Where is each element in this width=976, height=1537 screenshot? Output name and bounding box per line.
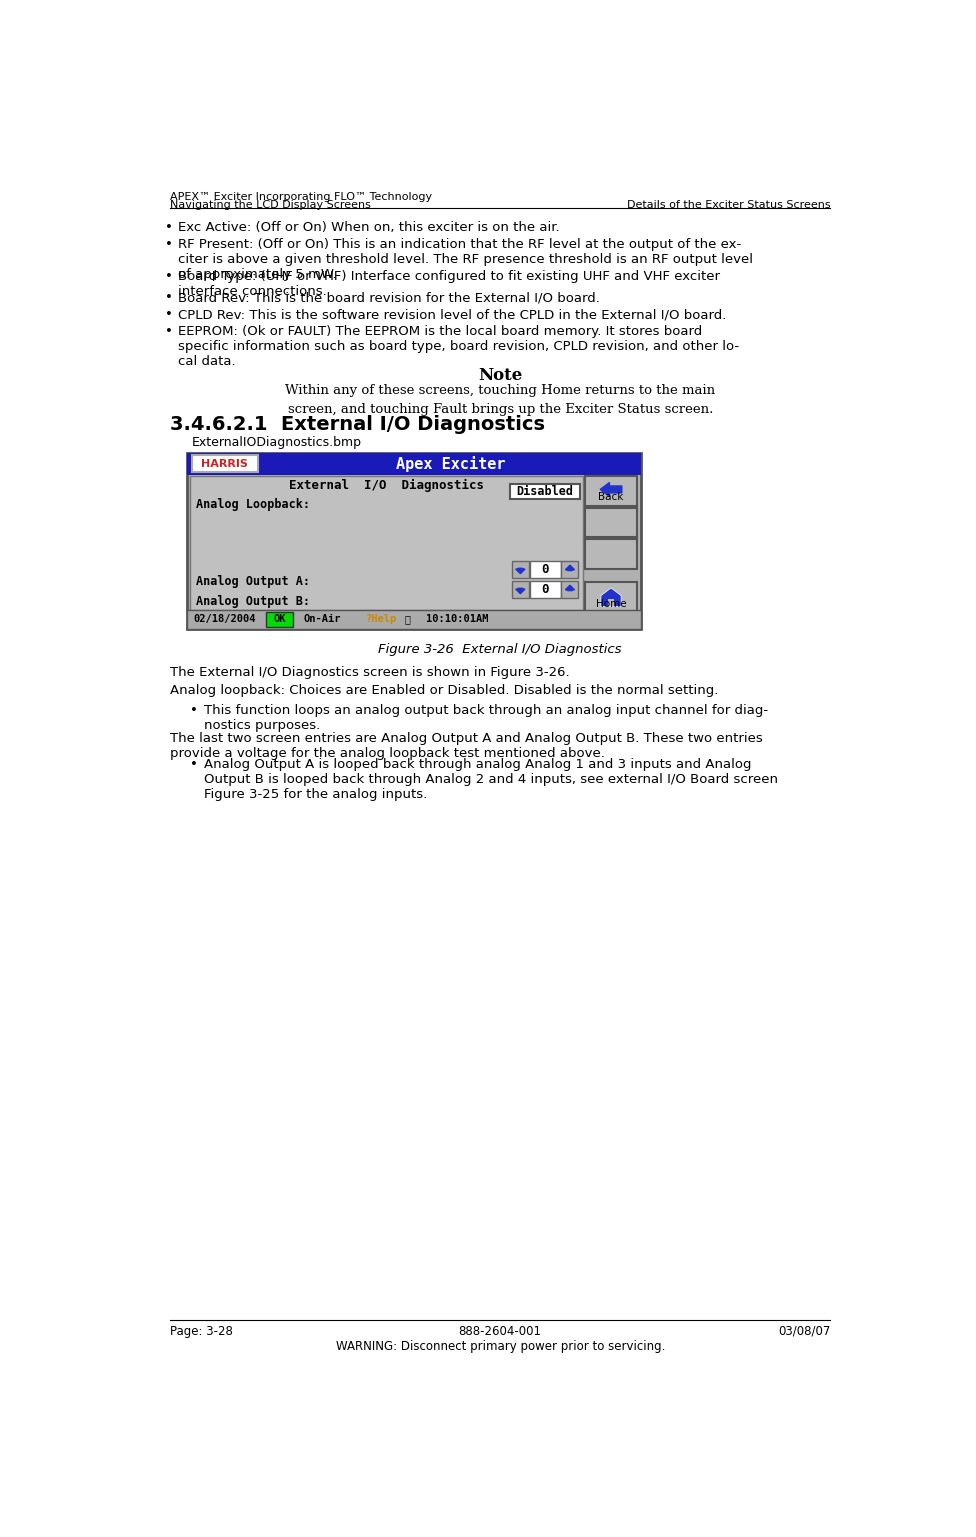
Text: •: • bbox=[165, 309, 173, 321]
Text: The last two screen entries are Analog Output A and Analog Output B. These two e: The last two screen entries are Analog O… bbox=[170, 732, 763, 759]
FancyBboxPatch shape bbox=[561, 561, 579, 578]
Text: Disabled: Disabled bbox=[516, 486, 574, 498]
FancyArrow shape bbox=[565, 566, 575, 570]
Text: •: • bbox=[165, 238, 173, 251]
FancyBboxPatch shape bbox=[586, 507, 636, 536]
Text: Navigating the LCD Display Screens: Navigating the LCD Display Screens bbox=[170, 200, 371, 211]
FancyArrow shape bbox=[565, 586, 575, 590]
Text: Page: 3-28: Page: 3-28 bbox=[170, 1325, 233, 1337]
FancyBboxPatch shape bbox=[586, 539, 636, 569]
Text: Analog loopback: Choices are Enabled or Disabled. Disabled is the normal setting: Analog loopback: Choices are Enabled or … bbox=[170, 684, 718, 698]
Text: Board Rev: This is the board revision for the External I/O board.: Board Rev: This is the board revision fo… bbox=[178, 292, 599, 304]
Text: APEX™ Exciter Incorporating FLO™ Technology: APEX™ Exciter Incorporating FLO™ Technol… bbox=[170, 192, 432, 203]
FancyBboxPatch shape bbox=[187, 453, 641, 629]
Text: Exc Active: (Off or On) When on, this exciter is on the air.: Exc Active: (Off or On) When on, this ex… bbox=[178, 221, 559, 234]
Text: 🔒: 🔒 bbox=[404, 615, 410, 624]
FancyArrow shape bbox=[600, 483, 622, 496]
Text: 02/18/2004: 02/18/2004 bbox=[193, 615, 256, 624]
Text: Analog Output A:: Analog Output A: bbox=[196, 575, 310, 587]
Text: Analog Loopback:: Analog Loopback: bbox=[196, 498, 310, 510]
Text: On-Air: On-Air bbox=[304, 615, 341, 624]
Text: This function loops an analog output back through an analog input channel for di: This function loops an analog output bac… bbox=[204, 704, 768, 732]
FancyBboxPatch shape bbox=[586, 476, 636, 506]
Text: Within any of these screens, touching Home returns to the main
screen, and touch: Within any of these screens, touching Ho… bbox=[285, 384, 715, 417]
Text: ExternalIODiagnostics.bmp: ExternalIODiagnostics.bmp bbox=[191, 437, 362, 449]
Text: WARNING: Disconnect primary power prior to servicing.: WARNING: Disconnect primary power prior … bbox=[336, 1340, 665, 1353]
Text: •: • bbox=[165, 221, 173, 234]
FancyBboxPatch shape bbox=[187, 610, 641, 629]
FancyBboxPatch shape bbox=[511, 581, 529, 598]
Text: 3.4.6.2.1  External I/O Diagnostics: 3.4.6.2.1 External I/O Diagnostics bbox=[170, 415, 545, 433]
Text: Analog Output A is looped back through analog Analog 1 and 3 inputs and Analog
O: Analog Output A is looped back through a… bbox=[204, 758, 778, 801]
Text: The External I/O Diagnostics screen is shown in Figure 3-26.: The External I/O Diagnostics screen is s… bbox=[170, 666, 570, 679]
FancyBboxPatch shape bbox=[511, 561, 529, 578]
Text: ?Help: ?Help bbox=[365, 615, 396, 624]
Text: Analog Output B:: Analog Output B: bbox=[196, 595, 310, 607]
Text: EEPROM: (Ok or FAULT) The EEPROM is the local board memory. It stores board
spec: EEPROM: (Ok or FAULT) The EEPROM is the … bbox=[178, 326, 739, 369]
Text: •: • bbox=[190, 758, 198, 772]
FancyBboxPatch shape bbox=[510, 484, 580, 500]
Text: •: • bbox=[165, 271, 173, 283]
Text: 888-2604-001: 888-2604-001 bbox=[459, 1325, 542, 1337]
Text: Home: Home bbox=[595, 599, 627, 610]
FancyBboxPatch shape bbox=[191, 455, 258, 472]
Text: CPLD Rev: This is the software revision level of the CPLD in the External I/O bo: CPLD Rev: This is the software revision … bbox=[178, 309, 726, 321]
FancyBboxPatch shape bbox=[530, 581, 560, 598]
Text: OK: OK bbox=[273, 615, 286, 624]
Text: •: • bbox=[165, 326, 173, 338]
Text: RF Present: (Off or On) This is an indication that the RF level at the output of: RF Present: (Off or On) This is an indic… bbox=[178, 238, 752, 281]
FancyBboxPatch shape bbox=[266, 612, 293, 627]
Text: Details of the Exciter Status Screens: Details of the Exciter Status Screens bbox=[627, 200, 831, 211]
FancyBboxPatch shape bbox=[190, 476, 583, 610]
Text: HARRIS: HARRIS bbox=[201, 460, 248, 469]
FancyBboxPatch shape bbox=[608, 599, 614, 607]
Text: 0: 0 bbox=[542, 583, 549, 596]
Text: 03/08/07: 03/08/07 bbox=[778, 1325, 831, 1337]
Text: 0: 0 bbox=[542, 563, 549, 576]
Text: External  I/O  Diagnostics: External I/O Diagnostics bbox=[289, 480, 484, 492]
Text: 10:10:01AM: 10:10:01AM bbox=[426, 615, 488, 624]
Polygon shape bbox=[601, 589, 621, 607]
Text: •: • bbox=[165, 292, 173, 304]
Text: Apex Exciter: Apex Exciter bbox=[395, 456, 506, 472]
Text: Board Type: (UHF or VHF) Interface configured to fit existing UHF and VHF excite: Board Type: (UHF or VHF) Interface confi… bbox=[178, 271, 720, 298]
FancyBboxPatch shape bbox=[530, 561, 560, 578]
FancyArrow shape bbox=[515, 569, 525, 573]
FancyBboxPatch shape bbox=[586, 583, 636, 612]
Text: •: • bbox=[190, 704, 198, 718]
FancyBboxPatch shape bbox=[187, 453, 641, 475]
FancyBboxPatch shape bbox=[561, 581, 579, 598]
FancyArrow shape bbox=[515, 589, 525, 593]
Text: Figure 3-26  External I/O Diagnostics: Figure 3-26 External I/O Diagnostics bbox=[379, 642, 622, 656]
Text: Note: Note bbox=[478, 367, 522, 384]
Text: Back: Back bbox=[598, 492, 624, 503]
